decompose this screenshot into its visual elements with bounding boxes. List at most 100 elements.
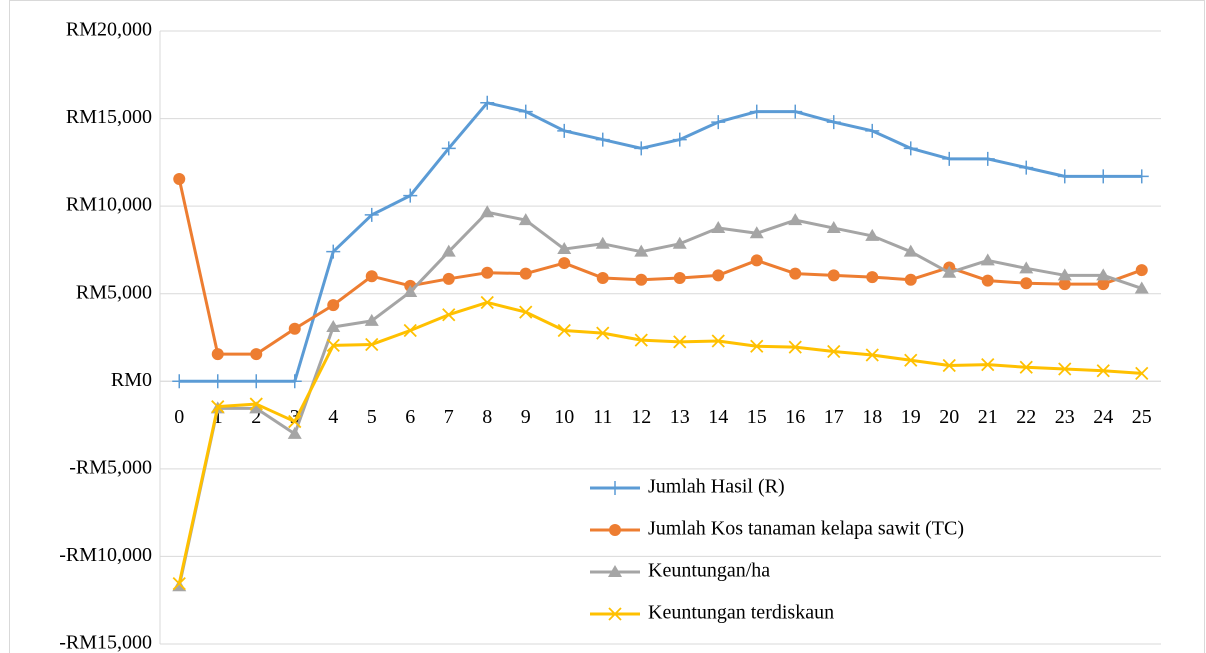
marker (711, 115, 726, 130)
marker (865, 348, 879, 362)
marker (903, 244, 918, 257)
x-tick-label: 5 (367, 406, 377, 428)
marker (557, 323, 571, 338)
marker (518, 104, 533, 119)
marker (866, 271, 879, 284)
marker (1134, 281, 1149, 294)
x-tick-label: 21 (978, 406, 998, 428)
marker (1096, 169, 1111, 184)
marker (1135, 366, 1149, 381)
marker (672, 236, 687, 249)
marker (287, 374, 302, 389)
marker (827, 269, 840, 282)
marker (1096, 268, 1111, 281)
series-line (177, 300, 1142, 584)
marker (557, 242, 572, 255)
y-tick-label: RM5,000 (76, 281, 152, 303)
marker (711, 221, 726, 234)
marker (788, 340, 802, 354)
marker (596, 271, 609, 284)
marker (210, 374, 225, 389)
marker (980, 253, 995, 266)
marker (711, 334, 725, 348)
marker (750, 254, 763, 267)
marker (172, 374, 187, 389)
y-tick-label: RM20,000 (66, 19, 152, 41)
x-tick-label: 0 (174, 406, 184, 428)
marker (403, 323, 417, 338)
marker (1019, 360, 1033, 374)
marker (249, 397, 263, 411)
y-tick-label: -RM5,000 (69, 456, 152, 478)
marker (672, 132, 687, 147)
marker (288, 414, 302, 429)
marker (519, 305, 533, 319)
marker (365, 270, 378, 283)
marker (827, 344, 841, 359)
marker (595, 132, 610, 147)
marker (326, 338, 340, 353)
marker (635, 273, 648, 286)
x-tick-label: 12 (631, 406, 651, 428)
x-tick-label: 10 (554, 406, 574, 428)
y-tick-label: -RM10,000 (59, 544, 152, 566)
marker (865, 228, 880, 241)
marker (865, 123, 880, 138)
marker (403, 188, 418, 203)
marker (442, 272, 455, 285)
x-tick-label: 14 (708, 406, 728, 428)
marker (442, 308, 456, 322)
marker (749, 104, 764, 119)
marker (1019, 160, 1034, 175)
marker (904, 353, 918, 367)
marker (712, 269, 725, 282)
chart-frame (9, 0, 1205, 653)
marker (942, 265, 957, 278)
x-tick-label: 18 (862, 406, 882, 428)
series (172, 295, 1149, 591)
marker (673, 335, 687, 349)
marker (441, 244, 456, 257)
legend-marker (608, 481, 622, 495)
marker (365, 337, 379, 352)
marker (327, 299, 340, 312)
marker (673, 271, 686, 284)
legend-item: Keuntungan terdiskaun (590, 602, 834, 624)
marker (211, 400, 225, 414)
marker (480, 295, 494, 310)
marker (981, 358, 995, 372)
marker (942, 358, 956, 373)
marker (172, 576, 186, 591)
marker (249, 401, 264, 414)
legend-label: Jumlah Kos tanaman kelapa sawit (TC) (648, 518, 964, 540)
marker (1020, 277, 1033, 290)
marker (558, 257, 571, 270)
marker (249, 374, 264, 389)
x-tick-label: 7 (444, 406, 454, 428)
marker (481, 266, 494, 279)
marker (634, 141, 649, 156)
marker (1134, 169, 1149, 184)
marker (1135, 264, 1148, 277)
marker (364, 313, 379, 326)
x-tick-label: 22 (1016, 406, 1036, 428)
x-tick-label: 3 (290, 406, 300, 428)
marker (788, 213, 803, 226)
x-tick-label: 2 (251, 406, 261, 428)
marker (519, 267, 532, 280)
x-tick-label: 25 (1132, 406, 1152, 428)
marker (557, 123, 572, 138)
marker (980, 151, 995, 166)
marker (634, 244, 649, 257)
marker (173, 172, 186, 185)
marker (903, 141, 918, 156)
marker (441, 141, 456, 156)
marker (288, 322, 301, 335)
legend-item: Jumlah Kos tanaman kelapa sawit (TC) (590, 518, 964, 540)
legend-label: Keuntungan terdiskaun (648, 602, 834, 624)
x-tick-label: 15 (747, 406, 767, 428)
series-line (177, 178, 1143, 356)
marker (480, 205, 495, 218)
x-tick-label: 24 (1093, 406, 1113, 428)
